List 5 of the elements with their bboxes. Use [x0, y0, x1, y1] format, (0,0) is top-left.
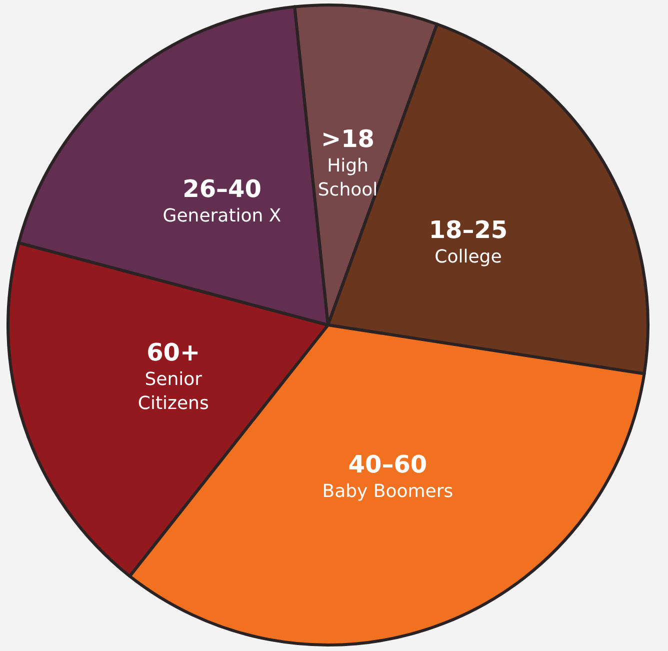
slice-label: 18–25 College: [428, 216, 508, 268]
slice-label: 26–40 Generation X: [162, 175, 282, 227]
slice-label: 40–60 Baby Boomers: [322, 450, 454, 502]
slice-label: 60+ Senior Citizens: [138, 338, 209, 414]
slice-label: >18 High School: [318, 125, 378, 201]
